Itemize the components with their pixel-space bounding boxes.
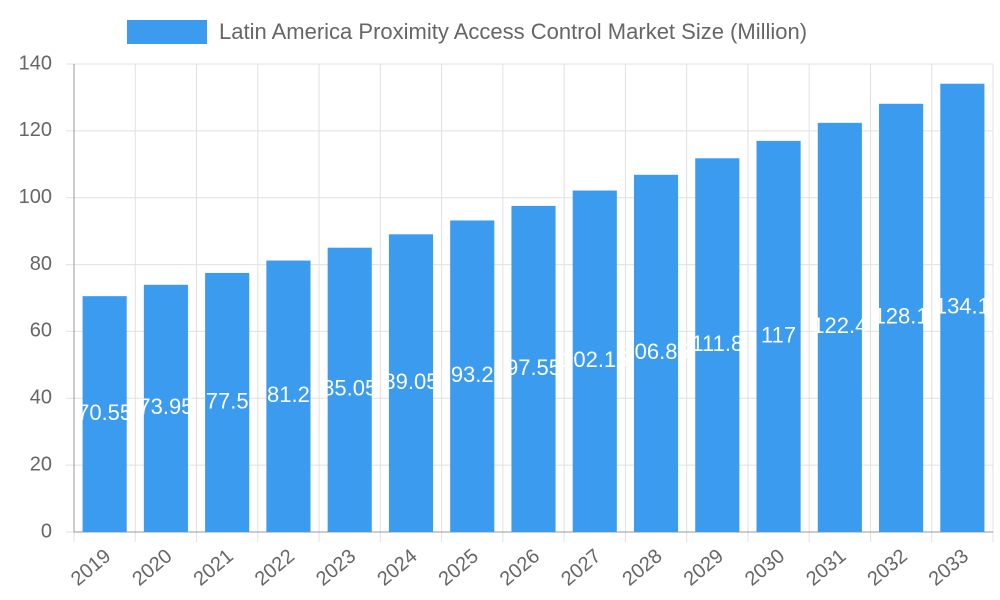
x-tick-label: 2032 (863, 545, 911, 590)
bar (266, 260, 311, 532)
data-label: 93.2 (451, 362, 494, 387)
y-tick-label: 40 (30, 387, 52, 409)
data-label: 122.4 (812, 313, 867, 338)
bar (327, 247, 372, 532)
bar (82, 296, 127, 532)
bar (879, 103, 924, 532)
data-label: 70.55 (77, 400, 132, 425)
x-tick-label: 2027 (557, 545, 605, 590)
data-label: 77.5 (206, 388, 249, 413)
data-label: 81.2 (267, 382, 310, 407)
bar (572, 190, 617, 532)
legend-swatch (127, 20, 207, 44)
y-tick-label: 100 (19, 186, 52, 208)
data-label: 106.85 (622, 339, 689, 364)
data-label: 102.15 (561, 347, 628, 372)
legend-label: Latin America Proximity Access Control M… (219, 19, 807, 44)
data-label: 134.1 (935, 294, 990, 319)
bar (511, 205, 556, 532)
y-tick-label: 20 (30, 453, 52, 475)
data-label: 128.1 (874, 304, 929, 329)
x-tick-label: 2033 (925, 545, 973, 590)
bar (205, 272, 250, 532)
y-tick-label: 60 (30, 320, 52, 342)
x-tick-label: 2021 (190, 545, 238, 590)
y-tick-label: 140 (19, 52, 52, 74)
data-label: 85.05 (322, 376, 377, 401)
data-label: 111.8 (691, 331, 743, 356)
bar (817, 122, 862, 532)
x-tick-label: 2024 (373, 545, 421, 590)
y-tick-label: 120 (19, 119, 52, 141)
x-tick-label: 2028 (618, 545, 666, 590)
data-label: 73.95 (138, 394, 193, 419)
x-tick-label: 2023 (312, 545, 360, 590)
bar (695, 158, 740, 533)
x-tick-label: 2030 (741, 545, 789, 590)
x-tick-label: 2029 (680, 545, 728, 590)
bar (450, 220, 495, 532)
x-tick-label: 2026 (496, 545, 544, 590)
data-label: 89.05 (383, 369, 438, 394)
x-tick-label: 2022 (251, 545, 299, 590)
x-tick-label: 2020 (128, 545, 176, 590)
data-label: 97.55 (506, 355, 561, 380)
x-tick-label: 2025 (435, 545, 483, 590)
y-tick-label: 80 (30, 253, 52, 275)
bar (388, 234, 434, 532)
x-tick-label: 2019 (67, 545, 115, 590)
y-tick-label: 0 (41, 520, 52, 542)
bar (633, 174, 679, 532)
bar (756, 140, 801, 532)
bar (143, 284, 188, 532)
x-tick-label: 2031 (802, 545, 850, 590)
data-label: 117 (761, 322, 796, 347)
bar (940, 83, 985, 533)
